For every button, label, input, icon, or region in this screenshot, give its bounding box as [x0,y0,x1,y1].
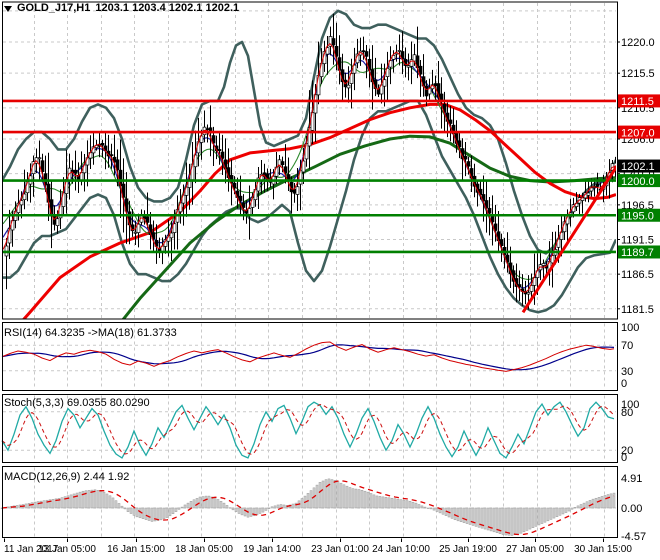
price-badges: 1211.5 1207.0 1202.1 1200.0 1195.0 1189.7 [618,94,660,259]
macd-indicator-label: MACD(12,26,9) 2.44 1.92 [4,471,130,483]
time-axis-label: 19 Jan 14:00 [243,544,301,555]
stoch-axis-label: 0 [621,452,627,464]
panel-borders [2,1,618,538]
stoch-axis-label: 20 [621,445,633,457]
price-badge-label: 1200.0 [621,176,655,188]
time-axis-label: 13 Jan 05:00 [38,544,96,555]
stoch-k-line [1,401,615,459]
rsi-ma-line [1,344,615,371]
resistance-price-badge [618,94,660,108]
rsi-axis-label: 70 [621,340,633,352]
fast-red-ma-line [2,42,616,293]
macd-axis-label: -4.57 [621,531,646,543]
stoch-axis-label: 80 [621,407,633,419]
price-badge-label: 1189.7 [621,247,654,259]
macd-axis-label: 4.91 [621,473,642,485]
price-axis-label: 1215.5 [621,68,655,80]
price-axis-label: 1191.5 [621,235,654,247]
current-price-badge [618,159,660,173]
rsi-axis-label: 30 [621,366,633,378]
macd-axis-label: 0.00 [621,503,642,515]
stoch-axis-label: 100 [621,399,639,411]
bollinger-lower-band [2,99,616,314]
rsi-line [1,341,615,372]
support-price-badge [618,208,660,222]
time-axis-label: 18 Jan 05:00 [175,544,233,555]
rsi-axis-label: 0 [621,378,627,390]
rsi-panel-border [2,322,618,391]
main-panel-border [2,1,618,320]
macd-panel-border [2,466,618,538]
macd-panel [0,478,616,536]
price-axis-label: 1181.5 [621,304,654,316]
chart-title-bar: GOLD_J17,H1 1203.1 1203.4 1202.1 1202.1 [4,2,239,14]
macd-signal-line [1,480,615,536]
main-price-panel [2,9,620,319]
price-badge-label: 1195.0 [621,210,654,222]
time-axis-label: 30 Jan 15:00 [574,544,632,555]
bollinger-upper-band [2,9,616,255]
time-axis-label: 25 Jan 19:00 [439,544,497,555]
price-axis-label: 1220.0 [621,37,655,49]
stochastic-panel [1,401,615,459]
price-badge-label: 1207.0 [621,127,655,139]
price-badge-label: 1211.5 [621,96,654,108]
time-axis-label: 27 Jan 05:00 [506,544,564,555]
price-badge-label: 1202.1 [621,161,655,173]
time-axis-label: 23 Jan 01:00 [311,544,369,555]
time-axis-label: 16 Jan 15:00 [107,544,165,555]
stoch-d-line [1,403,615,455]
time-axis-label: 11 Jan 2017 [4,544,59,555]
trendline[interactable] [521,161,620,314]
resistance-price-badge [618,125,660,139]
symbol-timeframe-label: GOLD_J17,H1 [17,2,91,14]
rsi-axis-label: 100 [621,322,639,334]
time-axis-label: 24 Jan 10:00 [372,544,430,555]
support-price-badge [618,174,660,188]
rsi-indicator-label: RSI(14) 64.3235 ->MA(18) 61.3733 [4,327,177,339]
grid [3,3,616,537]
support-price-badge [618,245,660,259]
stoch-panel-border [2,394,618,463]
rsi-panel [1,341,615,372]
symbol-dropdown-icon[interactable] [4,5,12,12]
ohlc-values: 1203.1 1203.4 1202.1 1202.1 [95,2,240,14]
price-axis-label: 1186.5 [621,269,654,281]
stoch-indicator-label: Stoch(5,3,3) 69.0355 80.0290 [4,397,150,409]
